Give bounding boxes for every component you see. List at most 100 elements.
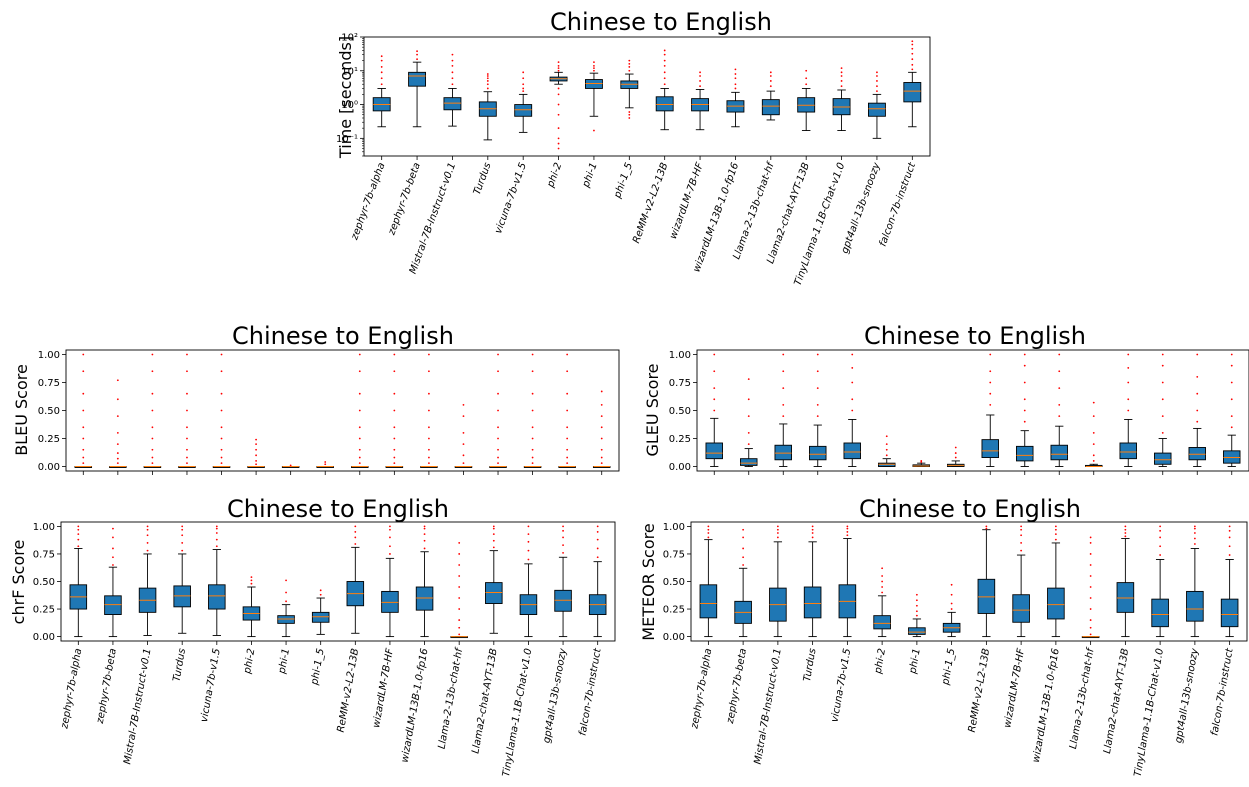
flier-point <box>151 392 154 395</box>
axes-frame <box>363 36 931 157</box>
flier-point <box>319 593 322 596</box>
flier-point <box>77 533 80 536</box>
box-phi-1_5 <box>947 446 965 475</box>
flier-point <box>458 542 461 544</box>
panel-gleu-plot: 0.00 0.25 0.50 0.75 1.00 <box>669 349 1249 475</box>
flier-point <box>527 558 530 561</box>
flier-point <box>522 77 525 80</box>
flier-point <box>380 59 383 62</box>
flier-point <box>1020 528 1023 531</box>
flier-point <box>742 564 745 566</box>
flier-point <box>1230 426 1233 429</box>
flier-point <box>531 370 534 373</box>
flier-point <box>776 528 779 531</box>
flier-point <box>881 586 884 588</box>
flier-point <box>215 525 218 528</box>
box-Turdus <box>809 353 827 475</box>
flier-point <box>989 392 992 395</box>
flier-point <box>782 353 785 356</box>
box-iqr <box>1050 444 1068 461</box>
flier-point <box>1228 525 1231 528</box>
box-zephyr-7b-alpha <box>705 353 723 475</box>
flier-point <box>497 456 499 459</box>
flier-point <box>876 85 878 88</box>
flier-point <box>1196 420 1199 423</box>
box-Mistral-7B-Instruct-v0.1 <box>774 353 792 475</box>
panel-bleu: Chinese to English BLEU Score 0.000.250.… <box>12 322 620 475</box>
flier-point <box>562 529 564 532</box>
flier-point <box>989 370 992 373</box>
flier-point <box>428 448 430 451</box>
flier-point <box>215 527 218 530</box>
box-phi-1 <box>281 464 300 475</box>
flier-point <box>593 67 595 70</box>
flier-point <box>1127 353 1130 356</box>
y-tick-label: 0.75 <box>38 378 60 389</box>
box-iqr <box>908 627 926 635</box>
flier-point <box>950 583 953 586</box>
flier-point <box>742 528 745 531</box>
flier-point <box>747 378 750 381</box>
flier-point <box>742 536 745 539</box>
flier-point <box>1092 454 1095 457</box>
flier-point <box>112 536 114 539</box>
panel-bleu-plot: 0.00 0.25 0.50 0.75 1.00 <box>38 349 620 475</box>
box-iqr <box>903 82 922 103</box>
box-falcon-7b-instruct <box>1223 353 1241 475</box>
flier-point <box>527 533 530 536</box>
flier-point <box>699 80 701 82</box>
flier-point <box>116 398 119 401</box>
flier-point <box>220 370 223 373</box>
flier-point <box>289 464 292 467</box>
flier-point <box>458 575 461 577</box>
box-iqr <box>843 442 861 460</box>
flier-point <box>1230 364 1233 367</box>
flier-point <box>423 539 426 542</box>
flier-point <box>851 367 854 369</box>
flier-point <box>215 532 218 534</box>
flier-point <box>776 525 779 528</box>
flier-point <box>393 392 396 395</box>
flier-point <box>600 403 603 406</box>
flier-point <box>486 75 489 77</box>
flier-point <box>734 83 737 86</box>
axes-frame <box>696 349 1249 472</box>
flier-point <box>354 536 357 539</box>
box-Turdus <box>178 353 196 475</box>
box-ReMM-v2-L2-13B <box>981 353 999 475</box>
flier-point <box>1023 381 1026 384</box>
flier-point <box>1020 525 1023 528</box>
flier-point <box>566 462 569 465</box>
box-iqr <box>1012 594 1030 623</box>
flier-point <box>707 525 710 528</box>
flier-point <box>950 593 953 596</box>
flier-point <box>1159 536 1162 539</box>
flier-point <box>486 73 489 75</box>
flier-point <box>1159 554 1162 556</box>
flier-point <box>776 536 779 539</box>
flier-point <box>1161 398 1164 401</box>
box-zephyr-7b-alpha <box>74 353 93 475</box>
flier-point <box>77 525 80 528</box>
flier-point <box>486 80 489 82</box>
flier-point <box>462 403 465 406</box>
flier-point <box>151 456 154 459</box>
y-tick-label: 0.25 <box>663 605 685 616</box>
flier-point <box>151 437 154 440</box>
flier-point <box>151 462 154 465</box>
flier-point <box>989 381 992 384</box>
panel-chrf-ylabel: chrF Score <box>9 540 28 625</box>
flier-point <box>600 437 603 440</box>
flier-point <box>423 527 426 530</box>
flier-point <box>380 83 383 86</box>
flier-point <box>181 542 184 544</box>
flier-point <box>215 538 218 541</box>
flier-point <box>628 66 631 68</box>
flier-point <box>1161 381 1164 384</box>
box-wizardLM-13B-1.0-fp16 <box>420 353 438 475</box>
flier-point <box>811 525 814 528</box>
flier-point <box>557 93 560 96</box>
y-tick-label: 0.25 <box>669 434 691 445</box>
axes-frame <box>60 521 616 642</box>
flier-point <box>1196 375 1199 378</box>
